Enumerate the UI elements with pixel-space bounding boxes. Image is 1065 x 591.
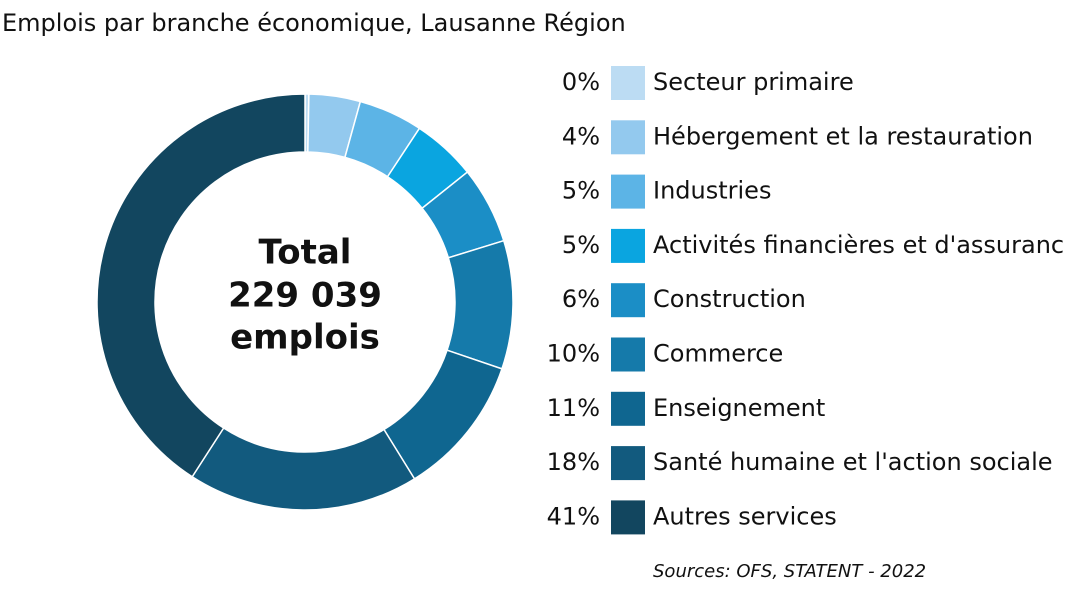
legend-value: 41%: [547, 502, 600, 530]
donut-segment: [191, 426, 416, 511]
legend-value: 18%: [547, 448, 600, 476]
legend-label: Activités financières et d'assurance: [653, 231, 1065, 259]
chart-title: Emplois par branche économique, Lausanne…: [2, 9, 626, 37]
legend-value: 5%: [562, 231, 600, 259]
center-label: 229 039: [228, 276, 382, 316]
legend-value: 0%: [562, 68, 600, 96]
source-note: Sources: OFS, STATENT - 2022: [653, 561, 926, 582]
legend-value: 4%: [562, 122, 600, 150]
legend-label: Enseignement: [653, 394, 825, 422]
legend-label: Hébergement et la restauration: [653, 122, 1033, 150]
legend-swatch: [611, 337, 645, 372]
legend-label: Santé humaine et l'action sociale: [653, 448, 1053, 476]
donut-segment: [96, 93, 306, 478]
legend-swatch: [611, 391, 645, 426]
legend-swatch: [611, 500, 645, 535]
legend-swatch: [611, 283, 645, 318]
legend-label: Industries: [653, 177, 771, 205]
legend-swatch: [611, 66, 645, 100]
legend-swatch: [611, 228, 645, 263]
legend-value: 11%: [547, 394, 600, 422]
legend-value: 10%: [547, 340, 600, 368]
center-label: Total: [259, 233, 352, 273]
legend-label: Secteur primaire: [653, 68, 854, 96]
legend-value: 5%: [562, 177, 600, 205]
legend-swatch: [611, 174, 645, 209]
donut-segment: [446, 239, 514, 370]
legend-label: Autres services: [653, 502, 837, 530]
legend-label: Construction: [653, 285, 806, 313]
legend-value: 6%: [562, 285, 600, 313]
legend-swatch: [611, 120, 645, 155]
legend-swatch: [611, 446, 645, 481]
center-label: emplois: [230, 318, 380, 358]
legend-label: Commerce: [653, 340, 783, 368]
